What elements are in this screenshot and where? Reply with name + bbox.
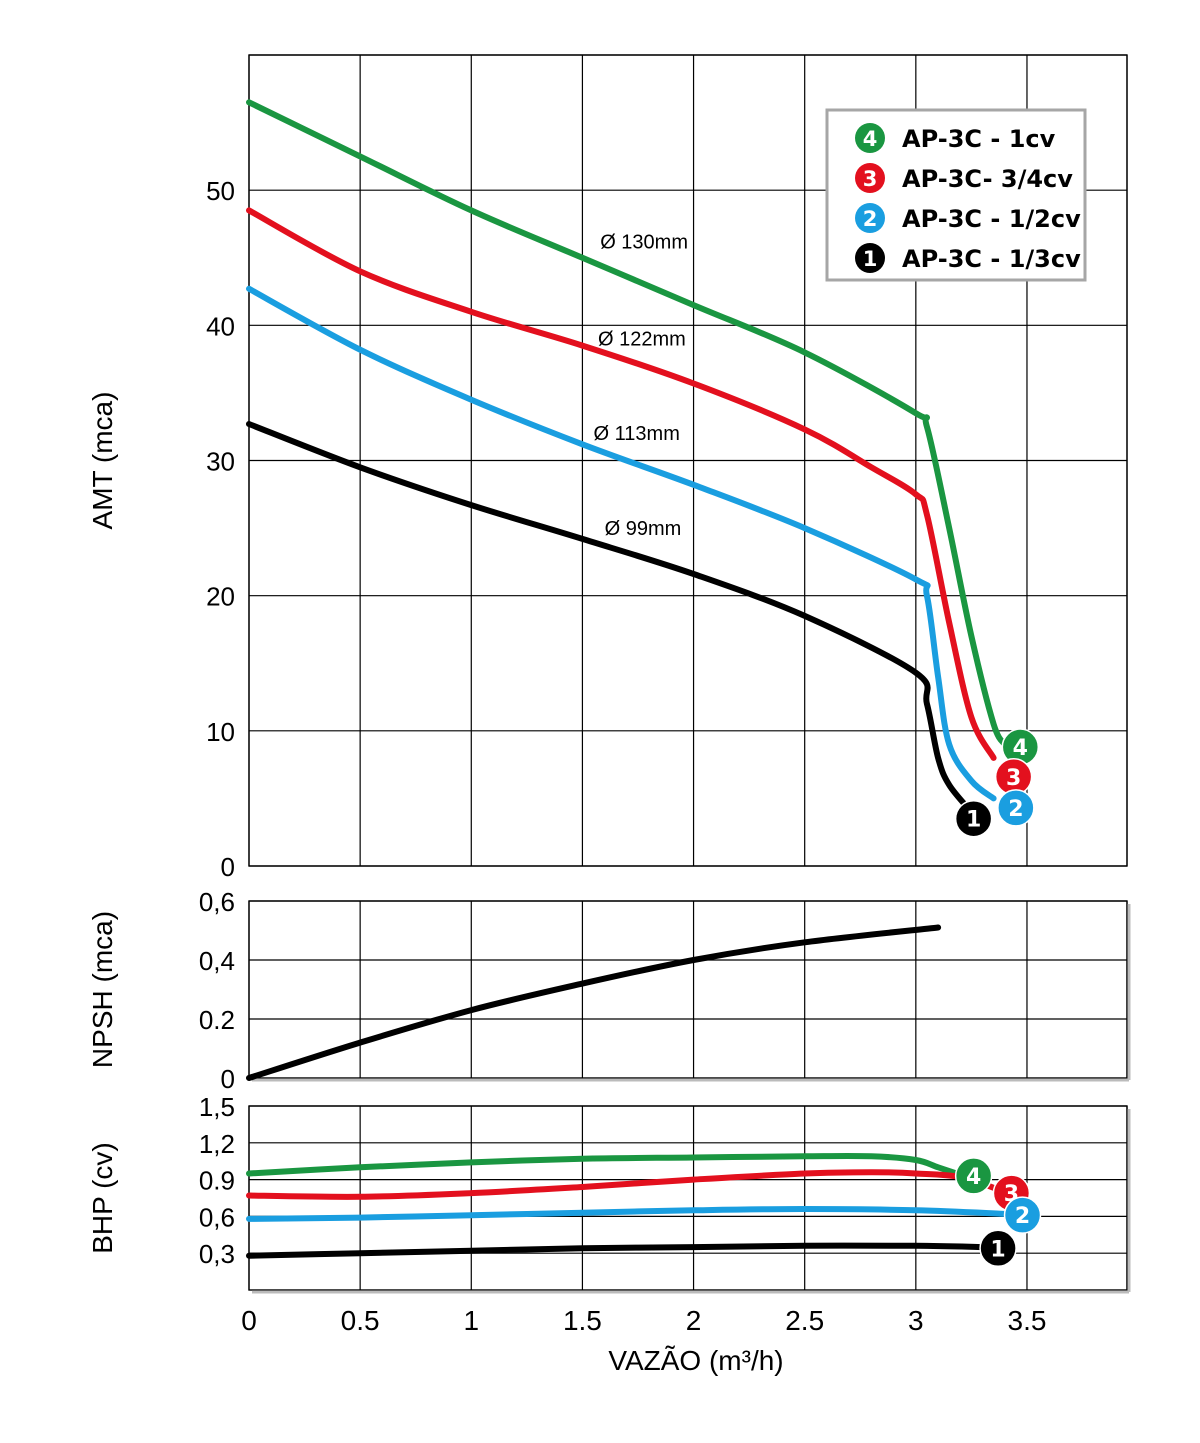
bhp-xtick-label: 1.5 (563, 1305, 602, 1336)
amt-ytick-label: 50 (206, 176, 235, 206)
bhp-marker-4 (954, 1157, 993, 1195)
npsh-ytick-label: 0.2 (199, 1005, 235, 1035)
npsh-frame (248, 900, 1128, 1079)
bhp-y-axis-label: BHP (cv) (87, 1142, 118, 1254)
bhp-marker-label-4: 4 (966, 1165, 981, 1190)
bhp-series-line-4 (246, 1152, 964, 1178)
amt-diameter-annotation: Ø 99mm (605, 518, 682, 540)
amt-series-line-2 (246, 285, 997, 802)
bhp-marker-1 (979, 1229, 1017, 1268)
bhp-xtick-label: 0 (241, 1305, 257, 1336)
bhp-ytick-label: 1,5 (199, 1092, 235, 1122)
amt-diameter-annotation: Ø 113mm (594, 423, 680, 445)
bhp-xtick-label: 3 (908, 1305, 924, 1336)
amt-marker-label-3: 3 (1006, 766, 1021, 791)
amt-diameter-annotation: Ø 122mm (598, 329, 686, 351)
bhp-series-line-2 (246, 1206, 1008, 1222)
amt-marker-label-1: 1 (966, 808, 981, 833)
npsh-plot-area (249, 901, 1127, 1078)
legend-item-label: AP-3C - 1cv (902, 125, 1056, 153)
npsh-ytick-label: 0,6 (199, 887, 235, 917)
bhp-ytick-label: 0,6 (199, 1202, 235, 1232)
bhp-ytick-label: 0.9 (199, 1166, 235, 1196)
bhp-series-line-3 (246, 1169, 1008, 1200)
amt-series-line-1 (246, 421, 975, 815)
npsh-ytick-label: 0,4 (199, 946, 235, 976)
legend-marker-label-1: 1 (863, 247, 878, 271)
bhp-xtick-label: 3.5 (1008, 1305, 1047, 1336)
legend-item-label: AP-3C - 1/3cv (902, 245, 1081, 273)
legend-marker-3 (855, 163, 885, 193)
amt-marker-2 (997, 789, 1035, 827)
legend-marker-1 (855, 243, 885, 273)
amt-series-line-3 (246, 207, 997, 761)
bhp-x-axis-label: VAZÃO (m³/h) (608, 1345, 783, 1376)
amt-y-axis-label: AMT (mca) (87, 392, 118, 530)
legend-marker-label-3: 3 (863, 167, 878, 191)
npsh-panel: 0 0.2 0,4 0,6 NPSH (mca) (87, 887, 1131, 1094)
legend-item-label: AP-3C - 1/2cv (902, 205, 1081, 233)
legend-marker-4 (855, 123, 885, 153)
amt-series-line-4 (246, 99, 1008, 748)
legend-marker-label-2: 2 (863, 207, 878, 231)
amt-frame (248, 54, 1128, 867)
amt-panel: 0 10 20 30 40 50 AMT (mca) Ø 130mm Ø 122mm Ø 113m… (87, 54, 1128, 882)
npsh-series-line-npsh (246, 924, 942, 1081)
npsh-y-axis-label: NPSH (mca) (87, 911, 118, 1068)
amt-ytick-label: 30 (206, 447, 235, 477)
bhp-xtick-label: 2.5 (785, 1305, 824, 1336)
amt-ytick-label: 0 (221, 852, 235, 882)
bhp-marker-label-1: 1 (990, 1237, 1005, 1262)
bhp-ytick-label: 1,2 (199, 1129, 235, 1159)
bhp-ytick-label: 0,3 (199, 1239, 235, 1269)
amt-marker-label-4: 4 (1013, 736, 1028, 761)
bhp-xtick-label: 1 (463, 1305, 479, 1336)
legend-marker-2 (855, 203, 885, 233)
amt-marker-1 (954, 799, 993, 838)
bhp-series-line-1 (246, 1242, 986, 1259)
bhp-marker-2 (1003, 1196, 1042, 1234)
amt-marker-label-2: 2 (1008, 797, 1023, 822)
amt-ytick-label: 20 (206, 582, 235, 612)
bhp-marker-label-2: 2 (1015, 1204, 1030, 1229)
legend-marker-label-4: 4 (863, 127, 878, 151)
npsh-ytick-label: 0 (221, 1064, 235, 1094)
amt-ytick-label: 40 (206, 311, 235, 341)
amt-diameter-annotation: Ø 130mm (600, 231, 688, 253)
bhp-xtick-label: 2 (686, 1305, 702, 1336)
bhp-xtick-label: 0.5 (341, 1305, 380, 1336)
legend-item-label: AP-3C- 3/4cv (902, 165, 1073, 193)
amt-legend: 4 AP-3C - 1cv 3 AP-3C- 3/4cv 2 AP-3C - 1/2cv 1… (825, 108, 1087, 282)
amt-ytick-label: 10 (206, 717, 235, 747)
bhp-panel: 0,3 0,6 0.9 1,2 1,5 BHP (cv) 0 0.5 1 1.5 2 2.5 3 3.5 V… (87, 1092, 1131, 1376)
